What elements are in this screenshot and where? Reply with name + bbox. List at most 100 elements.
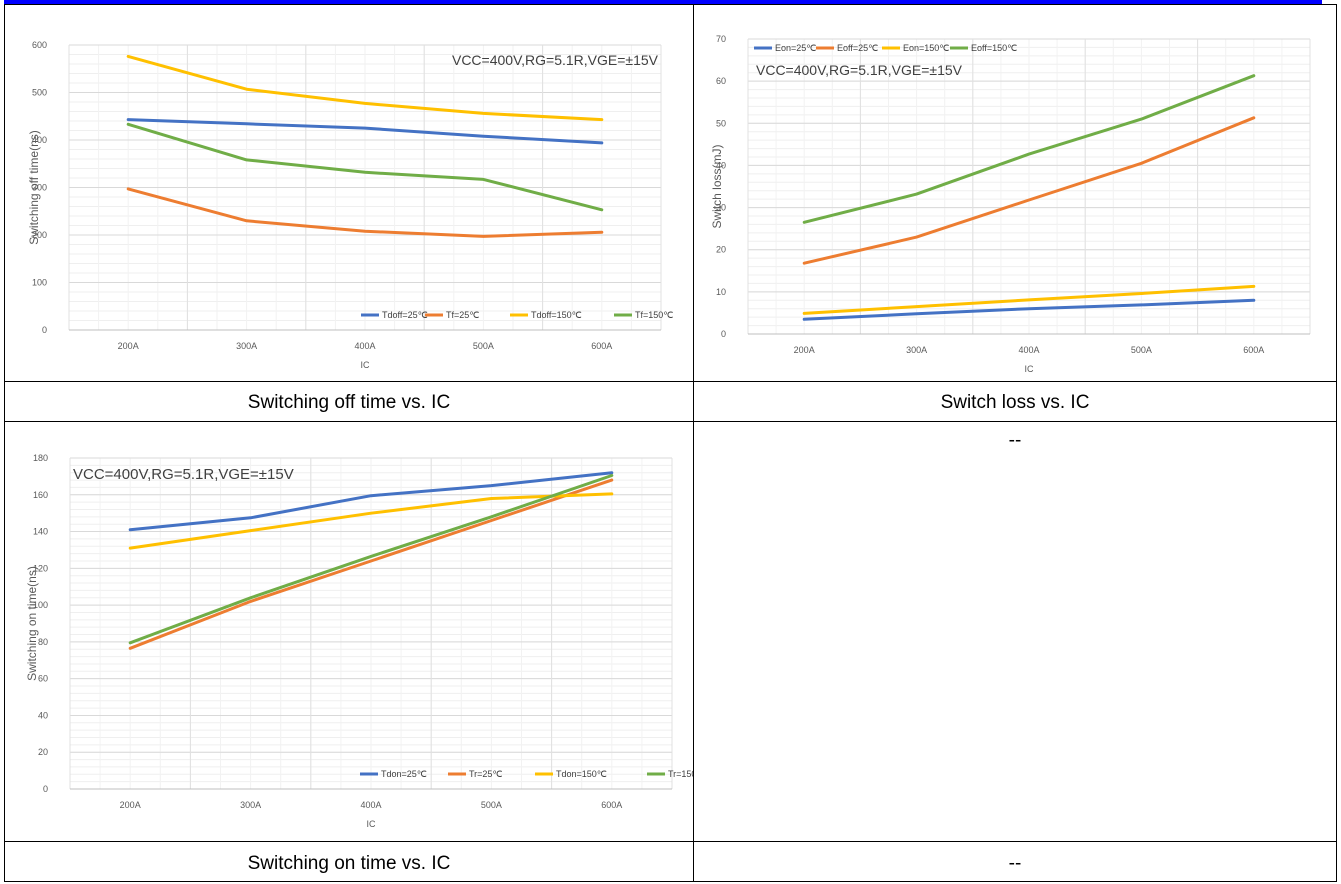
data-point-tdoff-25 xyxy=(600,141,603,145)
y-tick-label: 30 xyxy=(716,203,726,213)
data-point-eoff-150 xyxy=(803,221,806,224)
y-tick-label: 80 xyxy=(38,637,48,647)
chart-annotation: VCC=400V,RG=5.1R,VGE=±15V xyxy=(73,466,294,483)
y-tick-label: 40 xyxy=(716,160,726,170)
data-point-tdon-25 xyxy=(490,484,493,487)
y-tick-label: 0 xyxy=(721,329,726,339)
x-tick-label: 600A xyxy=(591,341,612,351)
data-point-eon-150 xyxy=(1140,292,1143,295)
table-border-right xyxy=(1336,4,1337,882)
table-border-left xyxy=(4,4,5,882)
y-tick-label: 40 xyxy=(38,710,48,720)
legend-label: Tdon=25℃ xyxy=(381,769,427,779)
y-tick-label: 100 xyxy=(33,600,48,610)
x-tick-label: 500A xyxy=(481,800,502,810)
legend: Tdoff=25℃ Tf=25℃ Tdoff=150℃ Tf=150℃ xyxy=(361,310,673,320)
y-tick-label: 600 xyxy=(32,40,47,50)
chart-table: 0 100 200 300 400 500 600 200A 300A 400A 500A 600A I… xyxy=(4,4,1337,882)
legend-label: Tr=25℃ xyxy=(469,769,503,779)
legend-label: Tdon=150℃ xyxy=(556,769,607,779)
chart-annotation: VCC=400V,RG=5.1R,VGE=±15V xyxy=(452,52,659,68)
data-point-tdoff-25 xyxy=(127,118,130,121)
data-point-tr-150 xyxy=(369,555,373,558)
data-point-eon-150 xyxy=(915,305,918,308)
y-tick-label: 20 xyxy=(716,245,726,255)
data-point-eoff-150 xyxy=(915,192,918,196)
y-axis-label: Switching off time(ns) xyxy=(27,130,41,245)
data-point-tdon-25 xyxy=(610,471,613,474)
data-point-eoff-150 xyxy=(1140,117,1143,121)
data-point-tr-25 xyxy=(129,647,132,650)
data-point-tdoff-150 xyxy=(127,55,130,58)
y-tick-label: 20 xyxy=(38,747,48,757)
switch-loss-chart: 0 10 20 30 40 50 60 70 200A 300A 400A 500A 600A IC Swi… xyxy=(710,34,1311,374)
y-tick-label: 50 xyxy=(716,118,726,128)
table-border-row3 xyxy=(4,841,1337,842)
data-point-eon-25 xyxy=(1027,307,1031,310)
data-point-tf-25 xyxy=(363,230,367,233)
caption-switching-on-time: Switching on time vs. IC xyxy=(247,853,451,874)
chart-annotation: VCC=400V,RG=5.1R,VGE=±15V xyxy=(756,62,963,78)
x-tick-label: 400A xyxy=(1018,345,1039,355)
x-tick-label: 300A xyxy=(236,341,257,351)
data-point-tdon-150 xyxy=(249,529,252,532)
caption-switch-loss: Switch loss vs. IC xyxy=(940,392,1090,413)
data-point-eon-25 xyxy=(915,312,918,315)
data-point-tdoff-25 xyxy=(482,135,485,138)
y-tick-label: 10 xyxy=(716,287,726,297)
data-point-tdon-150 xyxy=(610,492,613,496)
data-point-tdoff-150 xyxy=(245,87,248,91)
empty-caption-placeholder: -- xyxy=(1008,853,1022,874)
data-point-eoff-25 xyxy=(915,235,918,239)
data-point-tdoff-25 xyxy=(245,122,248,126)
data-point-tdoff-25 xyxy=(363,126,367,130)
x-tick-label: 300A xyxy=(240,800,261,810)
x-tick-label: 200A xyxy=(794,345,815,355)
data-point-tf-25 xyxy=(127,187,130,191)
y-tick-label: 160 xyxy=(33,490,48,500)
legend-label: Tdoff=150℃ xyxy=(531,310,582,320)
data-point-eoff-150 xyxy=(1252,74,1255,77)
data-point-eon-150 xyxy=(1027,298,1031,302)
y-tick-label: 400 xyxy=(32,135,47,145)
table-border-top xyxy=(4,4,1337,5)
caption-switching-off-time: Switching off time vs. IC xyxy=(247,392,451,413)
data-point-eoff-25 xyxy=(1252,116,1255,120)
table-border-row1 xyxy=(4,381,1337,382)
legend-label: Eoff=150℃ xyxy=(971,43,1017,53)
data-point-tf-25 xyxy=(482,235,485,238)
data-point-tr-150 xyxy=(490,515,493,519)
y-tick-label: 60 xyxy=(716,76,726,86)
data-point-eon-25 xyxy=(803,318,806,321)
data-point-tdon-150 xyxy=(490,497,493,500)
data-point-tdoff-150 xyxy=(600,118,603,121)
y-tick-label: 100 xyxy=(32,278,47,288)
x-tick-label: 200A xyxy=(120,800,141,810)
data-point-eoff-25 xyxy=(1140,162,1143,165)
y-tick-label: 140 xyxy=(33,527,48,537)
legend-label: Eon=150℃ xyxy=(903,43,949,53)
x-tick-label: 400A xyxy=(360,800,381,810)
x-axis-label: IC xyxy=(361,360,371,370)
data-point-tr-25 xyxy=(249,600,252,603)
y-tick-label: 70 xyxy=(716,34,726,44)
x-tick-label: 500A xyxy=(1131,345,1152,355)
gridlines xyxy=(747,38,1311,335)
data-point-tf-25 xyxy=(245,219,248,222)
x-tick-label: 300A xyxy=(906,345,927,355)
x-tick-label: 200A xyxy=(118,341,139,351)
data-point-tdon-25 xyxy=(129,528,132,531)
legend-label: Tf=25℃ xyxy=(446,310,479,320)
legend-label: Eon=25℃ xyxy=(775,43,816,53)
data-point-tf-150 xyxy=(482,178,485,181)
y-tick-label: 180 xyxy=(33,453,48,463)
legend-label: Tdoff=25℃ xyxy=(382,310,428,320)
legend-label: Eoff=25℃ xyxy=(837,43,878,53)
x-tick-label: 600A xyxy=(601,800,622,810)
x-axis-label: IC xyxy=(367,819,377,829)
data-point-tf-150 xyxy=(600,208,603,212)
y-tick-label: 120 xyxy=(33,563,48,573)
switching-on-time-chart: 0 20 40 60 80 100 120 140 160 180 200A 300A 400A 500A… xyxy=(25,453,693,829)
data-point-tr-25 xyxy=(610,478,613,482)
y-tick-label: 0 xyxy=(43,784,48,794)
